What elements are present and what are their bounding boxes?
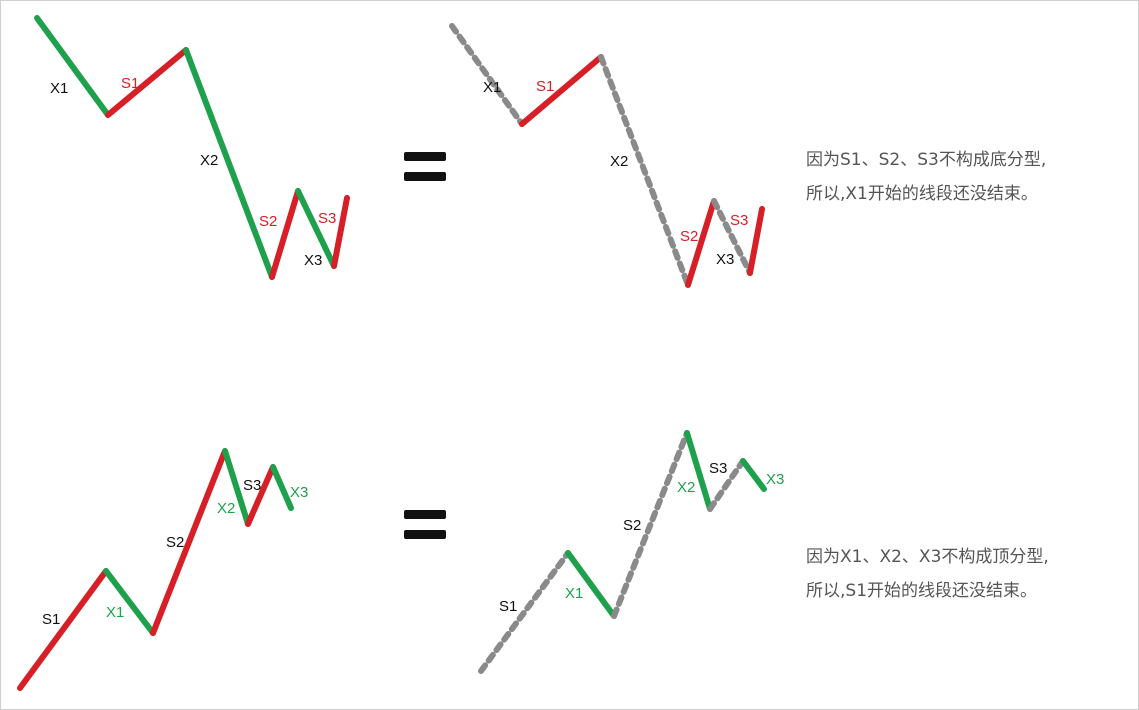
label-s2: S2 [680, 228, 698, 245]
label-s1: S1 [121, 75, 139, 92]
label-x2: X2 [677, 479, 695, 496]
label-x2: X2 [200, 152, 218, 169]
label-s2: S2 [623, 517, 641, 534]
label-x3: X3 [304, 252, 322, 269]
label-s3: S3 [318, 210, 336, 227]
dashed-s2 [611, 430, 690, 619]
label-x1: X1 [483, 79, 501, 96]
dashed-x2 [598, 54, 691, 288]
label-x2: X2 [217, 500, 235, 517]
label-s3: S3 [243, 477, 261, 494]
label-s3: S3 [709, 460, 727, 477]
top-explanation-line1: 因为S1、S2、S3不构成底分型, [806, 150, 1047, 170]
stroke-s1 [105, 47, 189, 118]
top-left-chart [34, 15, 350, 280]
label-x3: X3 [716, 251, 734, 268]
label-s2: S2 [166, 534, 184, 551]
label-x1: X1 [565, 585, 583, 602]
label-x1: X1 [106, 604, 124, 621]
label-s1: S1 [536, 78, 554, 95]
stroke-s2 [685, 198, 717, 288]
stroke-x1 [565, 550, 617, 619]
label-s3: S3 [730, 212, 748, 229]
stroke-x2 [222, 448, 251, 527]
top-right-chart [449, 23, 765, 288]
top-explanation: 因为S1、S2、S3不构成底分型, 所以,X1开始的线段还没结束。 [806, 143, 1046, 211]
equals-sign-bottom [404, 510, 446, 539]
equals-sign-top [404, 152, 446, 181]
stroke-x3 [740, 458, 767, 492]
bottom-right-chart [478, 430, 767, 674]
stroke-s2 [150, 448, 228, 636]
bottom-explanation-line1: 因为X1、X2、X3不构成顶分型, [806, 547, 1049, 567]
stroke-s3 [747, 206, 765, 276]
label-x2: X2 [610, 153, 628, 170]
stroke-x2 [684, 430, 713, 512]
stroke-x3 [295, 188, 337, 269]
bottom-explanation-line2: 所以,S1开始的线段还没结束。 [806, 581, 1038, 601]
dashed-s3 [707, 458, 746, 512]
stroke-x1 [34, 15, 111, 118]
label-x1: X1 [50, 80, 68, 97]
dashed-s1 [478, 550, 571, 674]
dashed-x1 [449, 23, 525, 127]
stroke-s3 [331, 195, 350, 269]
dashed-x3 [711, 198, 753, 276]
label-s1: S1 [42, 611, 60, 628]
stroke-s1 [519, 54, 604, 127]
stroke-s3 [245, 464, 276, 527]
label-x3: X3 [766, 471, 784, 488]
top-explanation-line2: 所以,X1开始的线段还没结束。 [806, 184, 1038, 204]
stroke-s1 [17, 568, 109, 691]
label-s1: S1 [499, 598, 517, 615]
stroke-s2 [269, 188, 301, 280]
stroke-x2 [183, 47, 275, 280]
label-s2: S2 [259, 213, 277, 230]
label-x3: X3 [290, 484, 308, 501]
bottom-left-chart [17, 448, 294, 691]
bottom-left-labels: S1 X1 S2 X2 S3 X3 [42, 477, 308, 628]
stroke-x3 [270, 464, 294, 511]
top-right-labels: X1 S1 X2 S2 S3 X3 [483, 78, 748, 268]
top-left-labels: X1 S1 X2 S2 S3 X3 [50, 75, 336, 269]
bottom-explanation: 因为X1、X2、X3不构成顶分型, 所以,S1开始的线段还没结束。 [806, 540, 1049, 608]
bottom-right-labels: S1 X1 S2 X2 S3 X3 [499, 460, 784, 615]
stroke-x1 [103, 568, 156, 636]
